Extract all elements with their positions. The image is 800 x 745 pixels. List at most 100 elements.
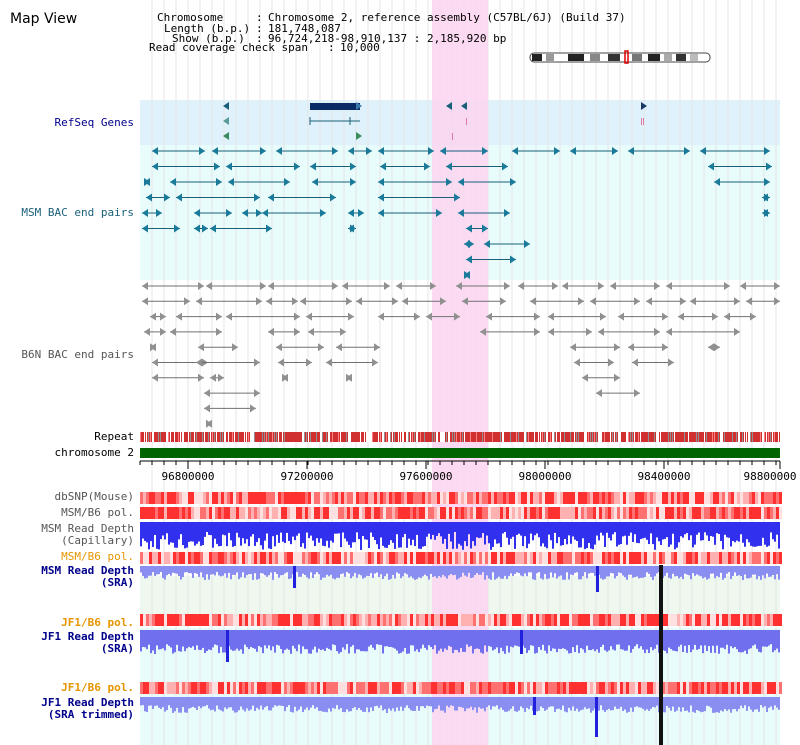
bac-end-pair[interactable] (276, 343, 324, 352)
bac-end-pair[interactable] (226, 312, 300, 321)
bac-end-pair[interactable] (170, 178, 222, 186)
gene-block[interactable] (310, 103, 360, 110)
bac-end-pair[interactable] (678, 312, 718, 321)
bac-end-pair[interactable] (402, 297, 446, 306)
bac-end-pair[interactable] (144, 327, 166, 336)
bac-end-pair[interactable] (440, 147, 488, 155)
bac-end-pair[interactable] (486, 312, 540, 321)
bac-end-pair[interactable] (206, 419, 212, 428)
bac-end-pair[interactable] (724, 312, 756, 321)
bac-end-pair[interactable] (206, 282, 266, 290)
bac-end-pair[interactable] (646, 297, 686, 306)
bac-end-pair[interactable] (464, 271, 470, 279)
bac-end-pair[interactable] (262, 209, 326, 217)
bac-end-pair[interactable] (194, 209, 232, 217)
bac-end-pair[interactable] (484, 240, 530, 248)
bac-end-pair[interactable] (196, 358, 260, 367)
bac-end-pair[interactable] (562, 282, 604, 290)
bac-end-pair[interactable] (458, 209, 510, 217)
bac-end-pair[interactable] (306, 312, 354, 321)
refseq-genes-track[interactable] (223, 102, 647, 140)
b6n-bac-end-pairs-track[interactable] (142, 282, 780, 428)
bac-end-pair[interactable] (456, 282, 510, 290)
bac-end-pair[interactable] (458, 178, 516, 186)
bac-end-pair[interactable] (310, 162, 356, 171)
bac-end-pair[interactable] (570, 343, 620, 352)
bac-end-pair[interactable] (746, 297, 780, 306)
bac-end-pair[interactable] (480, 327, 540, 336)
bac-end-pair[interactable] (512, 147, 560, 155)
bac-end-pair[interactable] (266, 297, 298, 306)
bac-end-pair[interactable] (530, 297, 584, 306)
bac-end-pair[interactable] (462, 297, 506, 306)
bac-end-pair[interactable] (268, 282, 338, 290)
bac-end-pair[interactable] (548, 327, 592, 336)
bac-end-pair[interactable] (598, 327, 660, 336)
bac-end-pair[interactable] (226, 162, 300, 171)
bac-end-pair[interactable] (348, 224, 356, 233)
bac-end-pair[interactable] (548, 312, 606, 321)
bac-end-pair[interactable] (708, 343, 720, 352)
bac-end-pair[interactable] (762, 209, 770, 217)
bac-end-pair[interactable] (426, 312, 460, 321)
bac-end-pair[interactable] (150, 343, 156, 352)
bac-end-pair[interactable] (204, 404, 256, 413)
bac-end-pair[interactable] (336, 343, 380, 352)
chromosome-ideogram[interactable] (529, 50, 711, 64)
bac-end-pair[interactable] (326, 358, 378, 367)
bac-end-pair[interactable] (152, 162, 220, 171)
bac-end-pair[interactable] (762, 193, 770, 202)
bac-end-pair[interactable] (342, 282, 390, 290)
bac-end-pair[interactable] (204, 389, 260, 398)
bac-end-pair[interactable] (574, 358, 614, 367)
bac-end-pair[interactable] (268, 193, 336, 202)
bac-end-pair[interactable] (714, 178, 770, 186)
bac-end-pair[interactable] (610, 282, 660, 290)
bac-end-pair[interactable] (618, 312, 668, 321)
bac-end-pair[interactable] (396, 282, 436, 290)
bac-end-pair[interactable] (690, 297, 740, 306)
bac-end-pair[interactable] (628, 147, 690, 155)
bac-end-pair[interactable] (176, 193, 260, 202)
bac-end-pair[interactable] (700, 147, 770, 155)
bac-end-pair[interactable] (152, 147, 205, 155)
bac-end-pair[interactable] (278, 358, 312, 367)
bac-end-pair[interactable] (632, 358, 674, 367)
bac-end-pair[interactable] (196, 297, 262, 306)
bac-end-pair[interactable] (142, 282, 204, 290)
bac-end-pair[interactable] (212, 147, 266, 155)
bac-end-pair[interactable] (570, 147, 618, 155)
bac-end-pair[interactable] (582, 373, 620, 382)
bac-end-pair[interactable] (242, 209, 262, 217)
bac-end-pair[interactable] (628, 343, 668, 352)
bac-end-pair[interactable] (466, 224, 488, 233)
bac-end-pair[interactable] (348, 147, 372, 155)
bac-end-pair[interactable] (740, 282, 780, 290)
bac-end-pair[interactable] (666, 282, 730, 290)
bac-end-pair[interactable] (666, 327, 740, 336)
bac-end-pair[interactable] (378, 312, 420, 321)
bac-end-pair[interactable] (142, 209, 162, 217)
bac-end-pair[interactable] (228, 178, 290, 186)
bac-end-pair[interactable] (464, 240, 474, 248)
bac-end-pair[interactable] (380, 162, 430, 171)
bac-end-pair[interactable] (518, 282, 558, 290)
bac-end-pair[interactable] (146, 193, 170, 202)
bac-end-pair[interactable] (170, 327, 222, 336)
bac-end-pair[interactable] (708, 162, 772, 171)
bac-end-pair[interactable] (194, 224, 208, 233)
bac-end-pair[interactable] (590, 297, 640, 306)
bac-end-pair[interactable] (466, 255, 516, 264)
bac-end-pair[interactable] (346, 373, 352, 382)
bac-end-pair[interactable] (198, 343, 238, 352)
bac-end-pair[interactable] (144, 178, 150, 186)
bac-end-pair[interactable] (312, 178, 356, 186)
bac-end-pair[interactable] (348, 209, 364, 217)
bac-end-pair[interactable] (282, 373, 288, 382)
bac-end-pair[interactable] (210, 224, 272, 233)
bac-end-pair[interactable] (356, 297, 398, 306)
bac-end-pair[interactable] (446, 162, 508, 171)
bac-end-pair[interactable] (142, 297, 190, 306)
bac-end-pair[interactable] (268, 327, 300, 336)
bac-end-pair[interactable] (210, 373, 224, 382)
